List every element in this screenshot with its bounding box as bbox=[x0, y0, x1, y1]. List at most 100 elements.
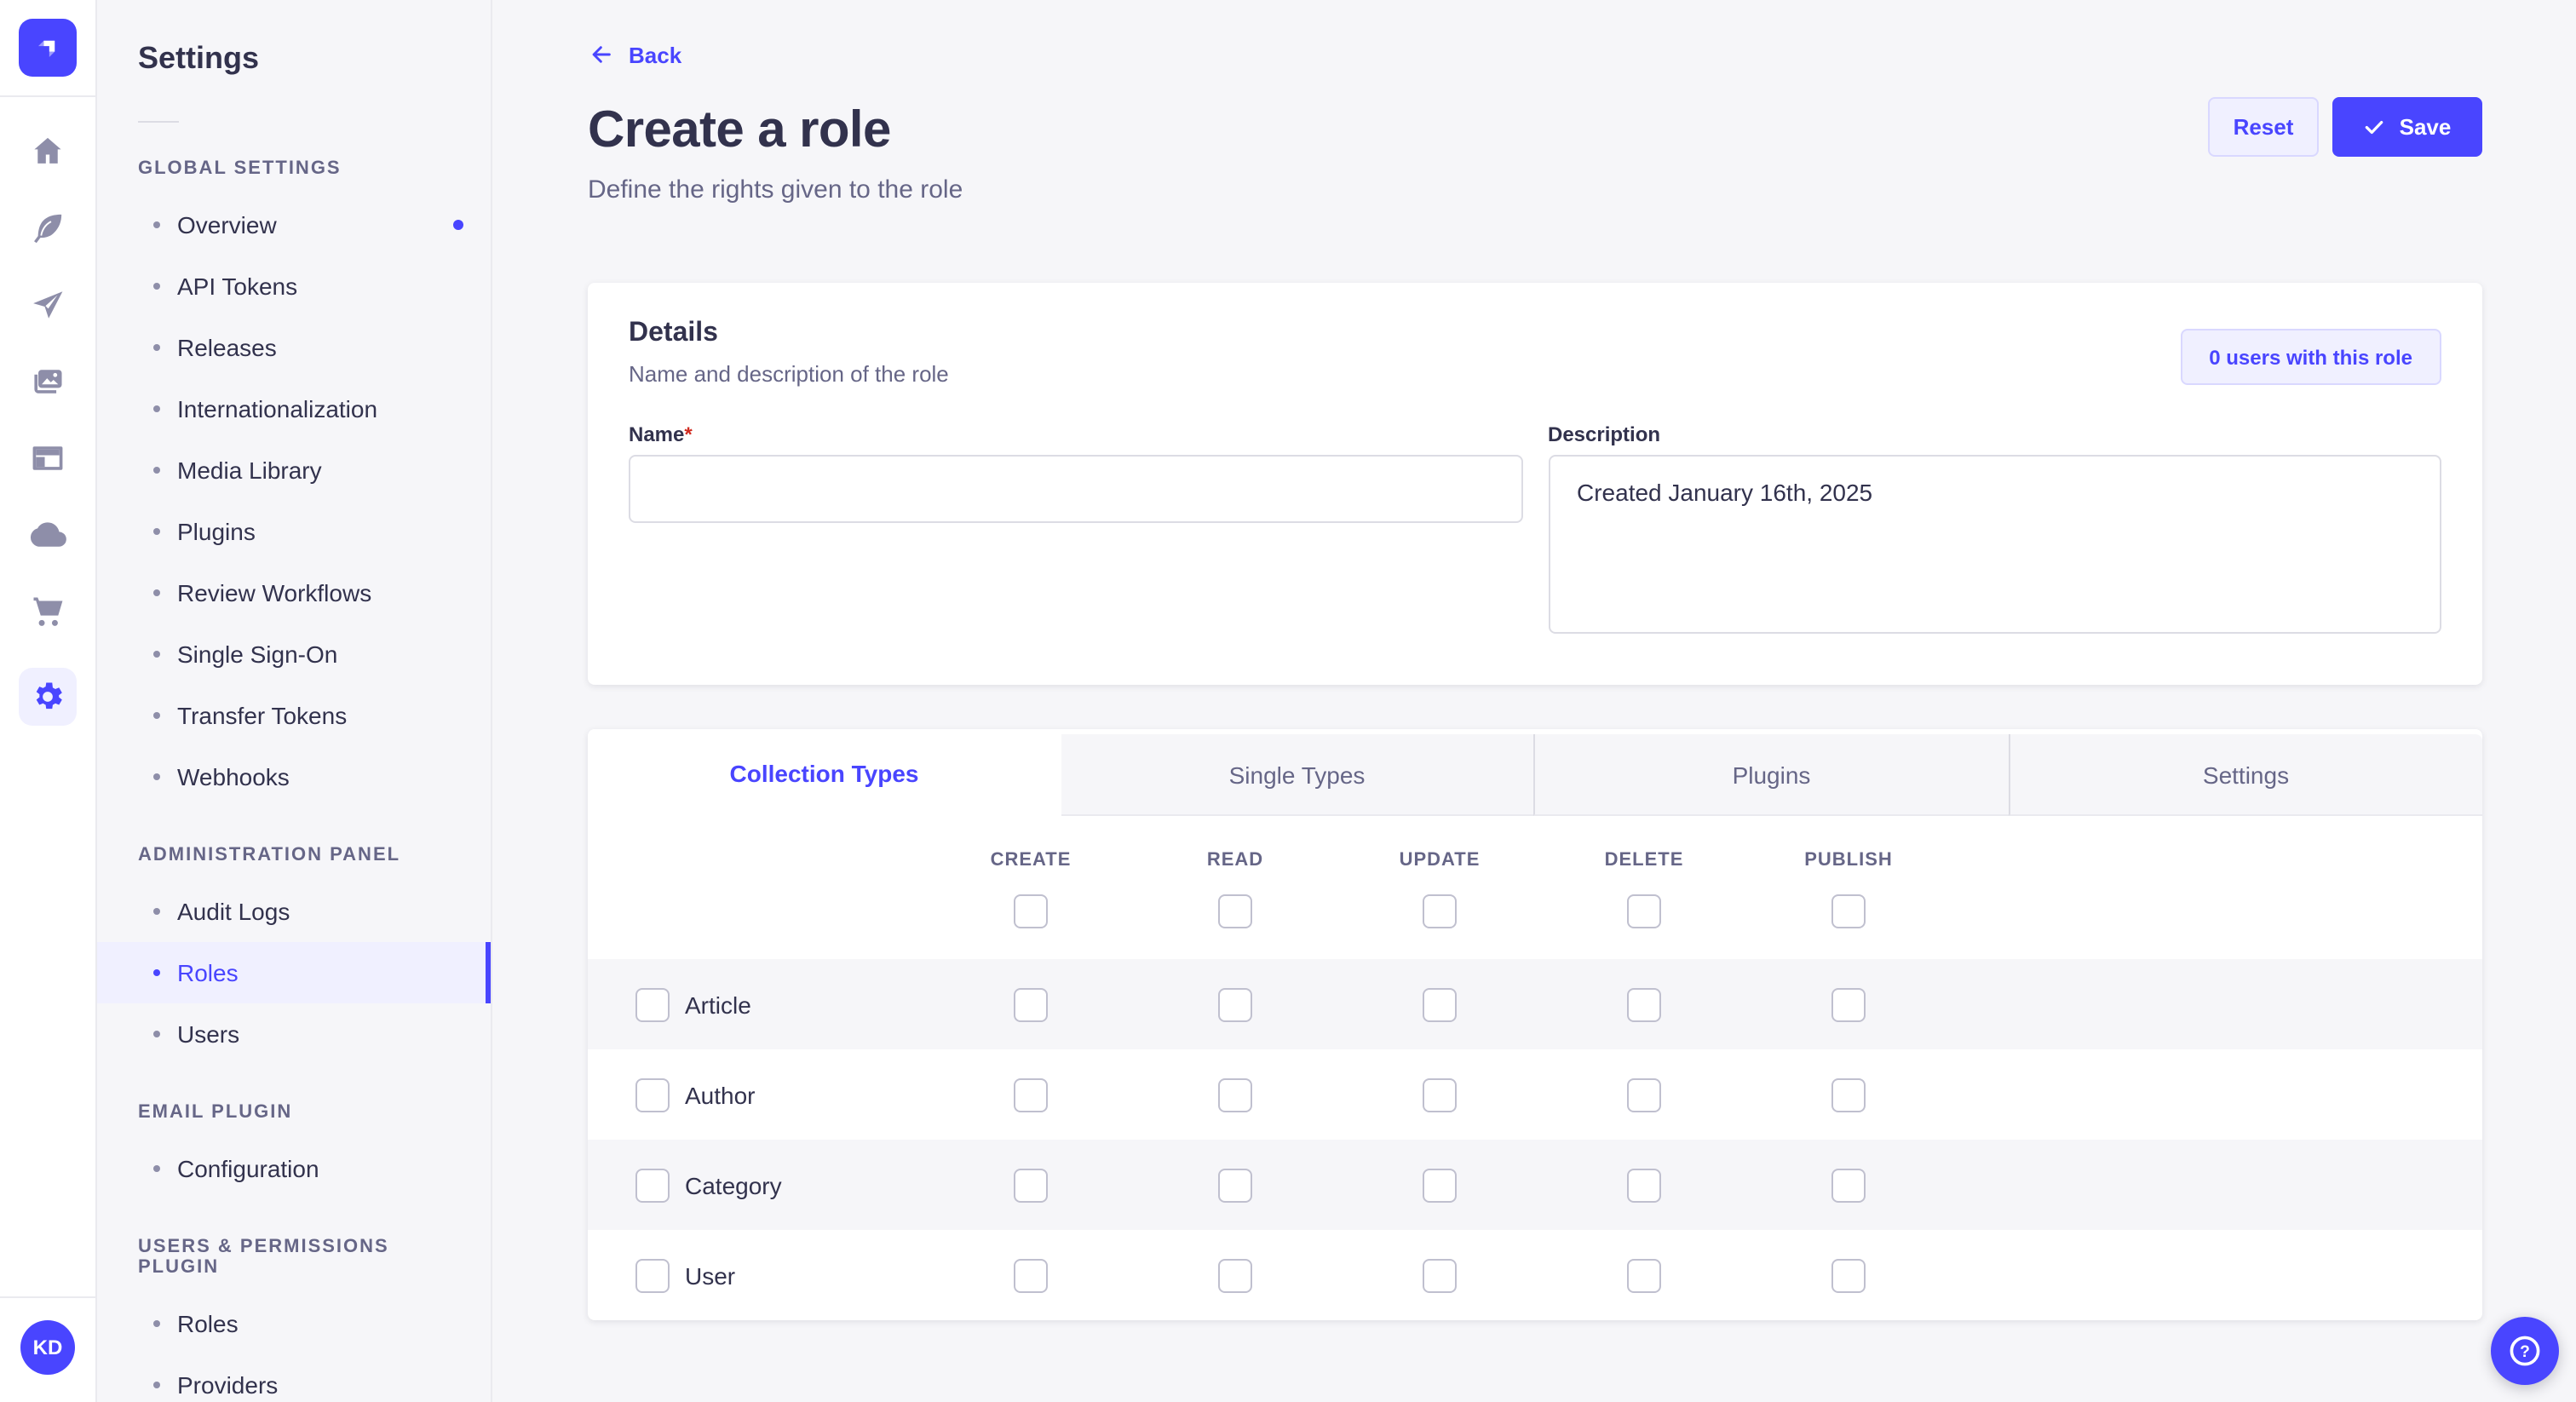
sidebar-item-releases[interactable]: Releases bbox=[97, 317, 491, 378]
name-field-group: Name* bbox=[629, 422, 1522, 642]
help-button[interactable]: ? bbox=[2491, 1317, 2559, 1385]
row-select-checkbox[interactable] bbox=[635, 1258, 670, 1292]
select-all-read-checkbox[interactable] bbox=[1218, 894, 1252, 928]
save-button[interactable]: Save bbox=[2332, 97, 2482, 157]
feather-icon[interactable] bbox=[27, 208, 68, 249]
row-label: Author bbox=[685, 1081, 756, 1108]
category-delete-checkbox[interactable] bbox=[1627, 1168, 1661, 1202]
row-label: Article bbox=[685, 991, 751, 1018]
description-label: Description bbox=[1548, 422, 1661, 446]
article-delete-checkbox[interactable] bbox=[1627, 987, 1661, 1021]
tab-collection-types[interactable]: Collection Types bbox=[588, 729, 1061, 816]
media-library-icon[interactable] bbox=[27, 361, 68, 402]
bullet-icon bbox=[153, 528, 160, 535]
tab-settings[interactable]: Settings bbox=[2008, 734, 2482, 816]
table-row-article: Article bbox=[588, 959, 2482, 1049]
article-read-checkbox[interactable] bbox=[1218, 987, 1252, 1021]
sidebar-item-configuration[interactable]: Configuration bbox=[97, 1138, 491, 1199]
user-update-checkbox[interactable] bbox=[1423, 1258, 1457, 1292]
email-plugin-list: Configuration bbox=[97, 1138, 491, 1199]
back-arrow-icon bbox=[592, 46, 611, 63]
bullet-icon bbox=[153, 405, 160, 412]
sidebar-item-plugins[interactable]: Plugins bbox=[97, 501, 491, 562]
select-all-create-checkbox[interactable] bbox=[1014, 894, 1048, 928]
row-select-checkbox[interactable] bbox=[635, 1168, 670, 1202]
select-all-publish-checkbox[interactable] bbox=[1831, 894, 1866, 928]
cloud-icon[interactable] bbox=[27, 514, 68, 555]
bullet-icon bbox=[153, 651, 160, 658]
details-title: Details bbox=[629, 319, 718, 348]
content-manager-icon[interactable] bbox=[27, 438, 68, 479]
sidebar-item-roles-up[interactable]: Roles bbox=[97, 1293, 491, 1354]
user-publish-checkbox[interactable] bbox=[1831, 1258, 1866, 1292]
author-read-checkbox[interactable] bbox=[1218, 1077, 1252, 1112]
sidebar-item-audit-logs[interactable]: Audit Logs bbox=[97, 881, 491, 942]
tabs-bar: Collection Types Single Types Plugins Se… bbox=[588, 729, 2482, 816]
details-card: Details Name and description of the role… bbox=[588, 283, 2482, 685]
section-label-global-settings: GLOBAL SETTINGS bbox=[138, 158, 342, 179]
home-icon[interactable] bbox=[27, 131, 68, 172]
sidebar-item-api-tokens[interactable]: API Tokens bbox=[97, 256, 491, 317]
settings-gear-icon[interactable] bbox=[19, 668, 77, 726]
marketplace-cart-icon[interactable] bbox=[27, 591, 68, 632]
category-read-checkbox[interactable] bbox=[1218, 1168, 1252, 1202]
users-permissions-list: Roles Providers bbox=[97, 1293, 491, 1402]
section-label-email-plugin: EMAIL PLUGIN bbox=[138, 1102, 293, 1123]
sidebar-item-webhooks[interactable]: Webhooks bbox=[97, 746, 491, 807]
svg-text:?: ? bbox=[2520, 1343, 2530, 1361]
category-publish-checkbox[interactable] bbox=[1831, 1168, 1866, 1202]
sidebar-item-media-library[interactable]: Media Library bbox=[97, 440, 491, 501]
row-select-checkbox[interactable] bbox=[635, 987, 670, 1021]
select-all-delete-checkbox[interactable] bbox=[1627, 894, 1661, 928]
select-all-row bbox=[588, 871, 2482, 959]
user-avatar[interactable]: KD bbox=[20, 1320, 75, 1375]
article-update-checkbox[interactable] bbox=[1423, 987, 1457, 1021]
column-header-update: UPDATE bbox=[1399, 850, 1481, 871]
paper-plane-icon[interactable] bbox=[27, 284, 68, 325]
row-select-checkbox[interactable] bbox=[635, 1077, 670, 1112]
details-subtitle: Name and description of the role bbox=[629, 361, 949, 387]
bullet-icon bbox=[153, 221, 160, 228]
column-header-read: READ bbox=[1206, 850, 1264, 871]
user-delete-checkbox[interactable] bbox=[1627, 1258, 1661, 1292]
category-update-checkbox[interactable] bbox=[1423, 1168, 1457, 1202]
tab-single-types[interactable]: Single Types bbox=[1061, 734, 1533, 816]
user-create-checkbox[interactable] bbox=[1014, 1258, 1048, 1292]
author-create-checkbox[interactable] bbox=[1014, 1077, 1048, 1112]
sidebar-item-users[interactable]: Users bbox=[97, 1003, 491, 1065]
reset-button[interactable]: Reset bbox=[2208, 97, 2319, 157]
subnav-divider bbox=[138, 121, 179, 123]
question-mark-icon: ? bbox=[2510, 1336, 2540, 1366]
description-textarea[interactable]: Created January 16th, 2025 bbox=[1548, 455, 2441, 634]
sidebar-item-single-sign-on[interactable]: Single Sign-On bbox=[97, 623, 491, 685]
sidebar-item-providers[interactable]: Providers bbox=[97, 1354, 491, 1402]
author-update-checkbox[interactable] bbox=[1423, 1077, 1457, 1112]
sidebar-item-transfer-tokens[interactable]: Transfer Tokens bbox=[97, 685, 491, 746]
select-all-update-checkbox[interactable] bbox=[1423, 894, 1457, 928]
sidebar-item-internationalization[interactable]: Internationalization bbox=[97, 378, 491, 440]
article-create-checkbox[interactable] bbox=[1014, 987, 1048, 1021]
table-row-user: User bbox=[588, 1230, 2482, 1320]
category-create-checkbox[interactable] bbox=[1014, 1168, 1048, 1202]
bullet-icon bbox=[153, 908, 160, 915]
users-with-role-button[interactable]: 0 users with this role bbox=[2180, 329, 2441, 385]
user-read-checkbox[interactable] bbox=[1218, 1258, 1252, 1292]
tab-plugins[interactable]: Plugins bbox=[1533, 734, 2008, 816]
sidebar-item-overview[interactable]: Overview bbox=[97, 194, 491, 256]
icon-rail: KD bbox=[0, 0, 97, 1402]
author-delete-checkbox[interactable] bbox=[1627, 1077, 1661, 1112]
author-publish-checkbox[interactable] bbox=[1831, 1077, 1866, 1112]
bullet-icon bbox=[153, 467, 160, 474]
column-header-create: CREATE bbox=[990, 850, 1072, 871]
sidebar-item-review-workflows[interactable]: Review Workflows bbox=[97, 562, 491, 623]
strapi-logo-icon[interactable] bbox=[19, 19, 77, 77]
name-input[interactable] bbox=[629, 455, 1522, 523]
rail-icons bbox=[19, 97, 77, 726]
permissions-card: Collection Types Single Types Plugins Se… bbox=[588, 729, 2482, 1320]
back-link[interactable]: Back bbox=[588, 41, 681, 68]
details-fields: Name* Description Created January 16th, … bbox=[629, 422, 2441, 642]
sidebar-item-roles-admin[interactable]: Roles bbox=[97, 942, 491, 1003]
name-label: Name* bbox=[629, 422, 693, 446]
article-publish-checkbox[interactable] bbox=[1831, 987, 1866, 1021]
bullet-icon bbox=[153, 1320, 160, 1327]
